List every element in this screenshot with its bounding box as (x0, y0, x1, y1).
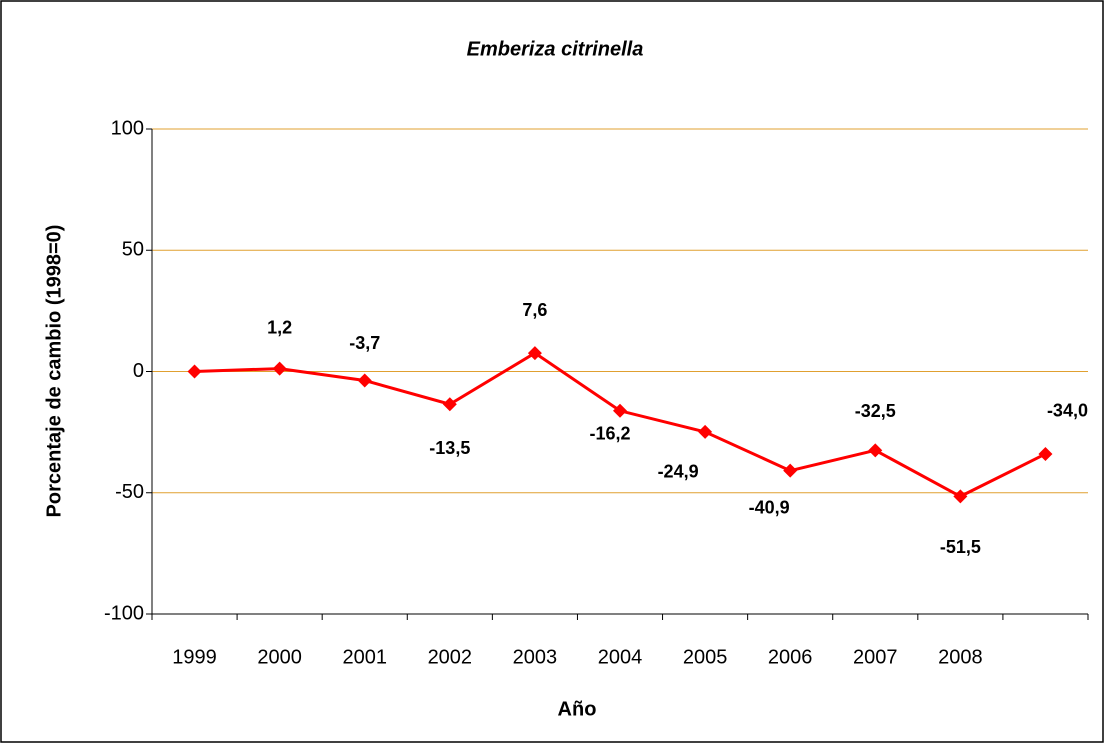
data-marker (187, 364, 202, 379)
data-label: 7,6 (522, 300, 547, 320)
x-tick-label: 2001 (342, 646, 387, 668)
x-tick-label: 1999 (172, 646, 217, 668)
data-marker (613, 403, 627, 418)
data-label: -13,5 (429, 438, 470, 458)
data-label: 1,2 (267, 317, 292, 337)
y-axis-title: Porcentaje de cambio (1998=0) (43, 225, 65, 518)
x-tick-label: 2003 (513, 646, 558, 668)
data-label: -24,9 (658, 462, 699, 482)
y-tick-label: -50 (115, 481, 144, 503)
data-marker (953, 489, 968, 504)
data-marker (868, 443, 883, 458)
x-tick-label: 2006 (768, 646, 813, 668)
data-label: -51,5 (940, 537, 981, 557)
data-label: -34,0 (1047, 401, 1088, 421)
x-tick-label: 2000 (257, 646, 302, 668)
x-tick-label: 2007 (853, 646, 898, 668)
data-marker (1038, 446, 1053, 461)
chart-title: Emberiza citrinella (467, 38, 644, 60)
y-tick-label: -100 (104, 602, 144, 624)
data-label: -40,9 (749, 497, 790, 517)
y-tick-label: 0 (133, 360, 144, 382)
y-tick-label: 50 (122, 239, 144, 261)
data-marker (272, 361, 287, 376)
x-tick-label: 2004 (598, 646, 643, 668)
x-tick-label: 2002 (428, 646, 473, 668)
data-marker (698, 424, 713, 439)
x-tick-label: 2008 (938, 646, 983, 668)
data-marker (527, 346, 542, 361)
data-marker (357, 373, 372, 388)
x-tick-label: 2005 (683, 646, 728, 668)
data-label: -3,7 (349, 333, 380, 353)
data-marker (442, 397, 457, 412)
data-label: -32,5 (855, 401, 896, 421)
data-marker (783, 463, 798, 478)
data-label: -16,2 (589, 424, 630, 444)
y-tick-label: 100 (111, 117, 144, 139)
x-axis-title: Año (558, 698, 597, 720)
